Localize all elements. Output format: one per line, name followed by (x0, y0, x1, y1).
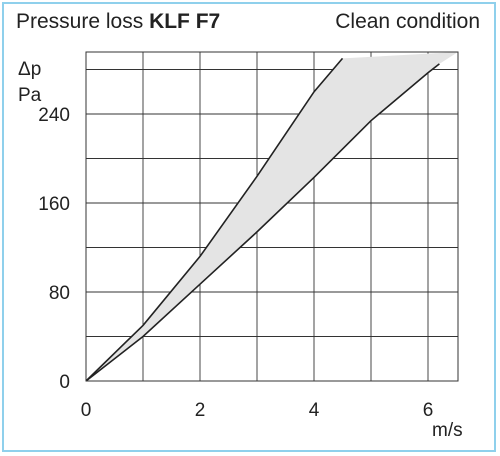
x-tick-label: 6 (423, 400, 434, 421)
x-tick-label: 0 (81, 400, 92, 421)
y-tick-label: 0 (59, 372, 70, 393)
chart-subtitle: Clean condition (335, 10, 480, 33)
plot-border (85, 51, 459, 382)
y-axis-unit: Pa (18, 85, 42, 106)
y-tick-label: 240 (38, 105, 70, 126)
x-tick-label: 2 (195, 400, 206, 421)
x-axis-label: m/s (432, 420, 463, 441)
y-axis-symbol: Δp (18, 59, 41, 80)
series-lower-line (85, 63, 440, 382)
series-upper-line (85, 57, 344, 382)
chart-title-prefix: Pressure loss (16, 10, 144, 33)
chart-frame (2, 2, 496, 452)
chart-title-bold: KLF F7 (149, 10, 221, 33)
x-tick-label: 4 (309, 400, 320, 421)
y-tick-label: 80 (49, 283, 70, 304)
y-tick-label: 160 (38, 194, 70, 215)
chart-title: Pressure loss KLF F7 (16, 10, 220, 34)
tick-labels: 0 2 4 6 0 80 160 240 (38, 105, 433, 421)
